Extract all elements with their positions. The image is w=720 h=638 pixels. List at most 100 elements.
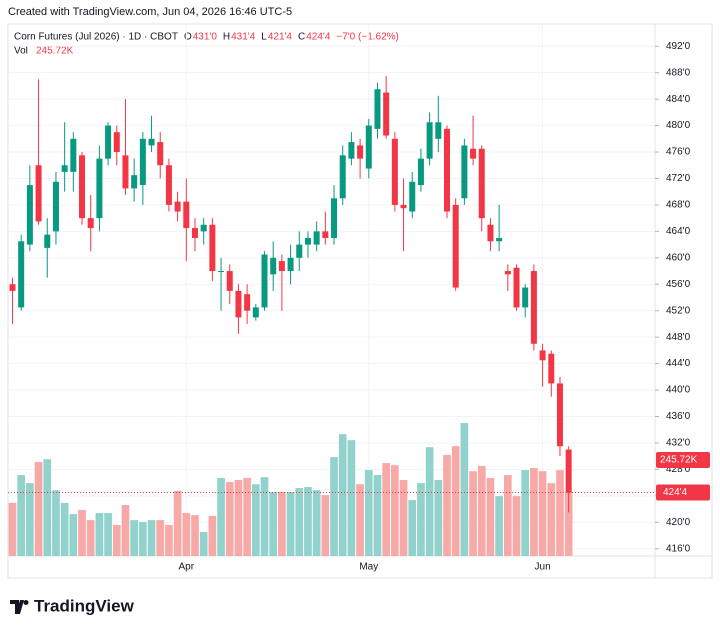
volume-bar <box>512 496 521 556</box>
candle-body <box>235 290 242 318</box>
chart-frame <box>7 23 713 579</box>
last-price-tag <box>656 484 710 501</box>
candle-body <box>18 241 25 308</box>
volume-bar <box>78 509 86 556</box>
candle-body <box>417 158 424 186</box>
y-tick-label: 476'0 <box>666 147 691 158</box>
candle-body <box>244 294 251 311</box>
volume-bar <box>425 447 434 556</box>
candle-body <box>539 350 546 361</box>
volume-bar <box>34 462 43 556</box>
candle-body <box>296 244 303 258</box>
candle-body <box>565 449 572 493</box>
volume-bar <box>147 520 156 556</box>
volume-bar <box>156 520 165 556</box>
volume-bar <box>295 488 304 556</box>
volume-bar <box>208 515 217 556</box>
volume-value: 245.72K <box>36 46 74 57</box>
ohlc-key: O <box>184 32 192 43</box>
candle-body <box>157 142 164 166</box>
y-tick-label: 440'0 <box>666 385 691 396</box>
y-tick-label: 444'0 <box>666 358 691 369</box>
ohlc-value: 431'0 <box>193 32 218 43</box>
candle-body <box>522 287 529 308</box>
volume-bar <box>321 495 330 556</box>
candle-body <box>139 138 146 186</box>
candle-body <box>496 237 503 242</box>
logo-text: TradingView <box>34 596 135 615</box>
x-tick-label: Jun <box>535 562 551 573</box>
volume-bar <box>495 496 503 556</box>
candle-body <box>374 89 381 129</box>
candle-body <box>365 125 372 169</box>
volume-bar <box>312 490 321 556</box>
x-tick-label: Apr <box>179 562 195 573</box>
volume-bar <box>217 477 225 556</box>
y-tick-label: 428'0 <box>666 464 691 475</box>
candle-body <box>174 201 181 212</box>
volume-bar <box>434 480 443 556</box>
candle-body <box>96 158 103 219</box>
volume-bar <box>477 465 486 556</box>
symbol: Corn Futures (Jul 2026) · 1D · CBOT <box>14 32 178 43</box>
candle-body <box>200 224 207 232</box>
candle-body <box>148 138 155 146</box>
candle-body <box>61 165 68 172</box>
candle-body <box>504 271 511 275</box>
y-tick-label: 480'0 <box>666 120 691 131</box>
volume-bar <box>69 514 78 556</box>
candle-body <box>452 204 459 288</box>
volume-bar <box>521 470 530 556</box>
volume-bar <box>8 502 17 556</box>
candle-body <box>26 185 33 245</box>
volume-bar <box>165 525 173 556</box>
candle-body <box>357 145 364 159</box>
candle-body <box>79 155 86 219</box>
volume-bar <box>86 520 95 556</box>
candle-body <box>304 237 311 245</box>
candle-body <box>44 234 51 248</box>
y-tick-label: 416'0 <box>666 543 691 554</box>
volume-bar <box>60 502 69 556</box>
volume-bar <box>347 440 356 556</box>
volume-bar <box>547 483 556 556</box>
change: −7'0 (−1.62%) <box>336 32 399 43</box>
candle-body <box>183 201 190 229</box>
y-tick-label: 460'0 <box>666 252 691 263</box>
y-tick-label: 452'0 <box>666 305 691 316</box>
candle-body <box>435 122 442 139</box>
candle-body <box>331 198 338 238</box>
candle-body <box>226 271 233 291</box>
volume-tag <box>656 452 710 468</box>
volume-bar <box>408 500 417 556</box>
volume-bar <box>503 475 512 556</box>
volume-label: Vol <box>14 46 28 57</box>
logo-mark <box>10 600 29 614</box>
candle-body <box>52 181 59 232</box>
candle-body <box>122 155 129 189</box>
volume-bar <box>199 532 208 556</box>
last-price-label: 424'4 <box>663 487 688 498</box>
candle-body <box>287 257 294 272</box>
candle-body <box>35 165 42 222</box>
y-tick-label: 432'0 <box>666 438 691 449</box>
ohlc-value: 431'4 <box>231 32 256 43</box>
y-tick-label: 484'0 <box>666 94 691 105</box>
y-tick-label: 468'0 <box>666 200 691 211</box>
volume-bar <box>191 515 199 556</box>
volume-bar <box>530 468 538 556</box>
volume-bar <box>112 525 121 556</box>
candle-body <box>70 138 77 172</box>
candle-body <box>131 175 138 189</box>
ohlc-value: 421'4 <box>268 32 293 43</box>
y-tick-label: 464'0 <box>666 226 691 237</box>
y-tick-label: 420'0 <box>666 517 691 528</box>
candle-body <box>270 257 277 275</box>
volume-bar <box>225 482 234 556</box>
volume-tag-label: 245.72K <box>660 455 698 466</box>
candle-body <box>556 383 563 447</box>
candle-body <box>209 224 216 272</box>
volume-bar <box>260 477 269 556</box>
candle-body <box>218 271 225 273</box>
volume-bar <box>286 491 295 556</box>
